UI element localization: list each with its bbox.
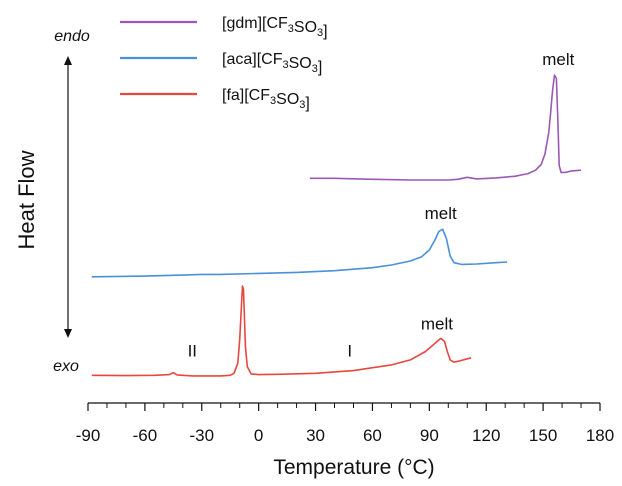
x-tick-label: -90 xyxy=(76,426,101,445)
x-tick-label: 30 xyxy=(306,426,325,445)
x-tick-label: 150 xyxy=(529,426,557,445)
axes: -90 -60 -30 0 30 60 90 120 150 180 Temperature (°C… xyxy=(14,28,614,479)
series-line-1 xyxy=(91,228,508,278)
x-tick-label: -60 xyxy=(133,426,158,445)
series-group xyxy=(91,74,582,377)
series-line-2 xyxy=(91,285,472,377)
annotation-label: melt xyxy=(542,50,574,69)
series-line-0 xyxy=(309,74,582,181)
x-axis-label: Temperature (°C) xyxy=(273,456,434,479)
arrow-up-head xyxy=(64,56,72,65)
legend: [gdm][CF3SO3] [aca][CF3SO3] [fa][CF3SO3] xyxy=(120,15,328,112)
x-tick-label: -30 xyxy=(189,426,214,445)
annotation-label: I xyxy=(347,342,352,361)
annotation-label: melt xyxy=(421,315,453,334)
annotation-label: II xyxy=(188,342,197,361)
arrow-down-head xyxy=(64,329,72,338)
x-tick-label: 60 xyxy=(363,426,382,445)
x-tick-label: 0 xyxy=(254,426,263,445)
legend-label-2: [fa][CF3SO3] xyxy=(222,87,310,112)
y-axis-label: Heat Flow xyxy=(14,150,39,249)
x-tick-label: 180 xyxy=(586,426,614,445)
exo-label: exo xyxy=(53,358,79,375)
x-tick-label: 90 xyxy=(420,426,439,445)
legend-label-0: [gdm][CF3SO3] xyxy=(222,15,328,40)
endo-label: endo xyxy=(54,28,90,45)
annotation-label: melt xyxy=(425,204,457,223)
legend-label-1: [aca][CF3SO3] xyxy=(222,51,322,76)
x-tick-label: 120 xyxy=(472,426,500,445)
